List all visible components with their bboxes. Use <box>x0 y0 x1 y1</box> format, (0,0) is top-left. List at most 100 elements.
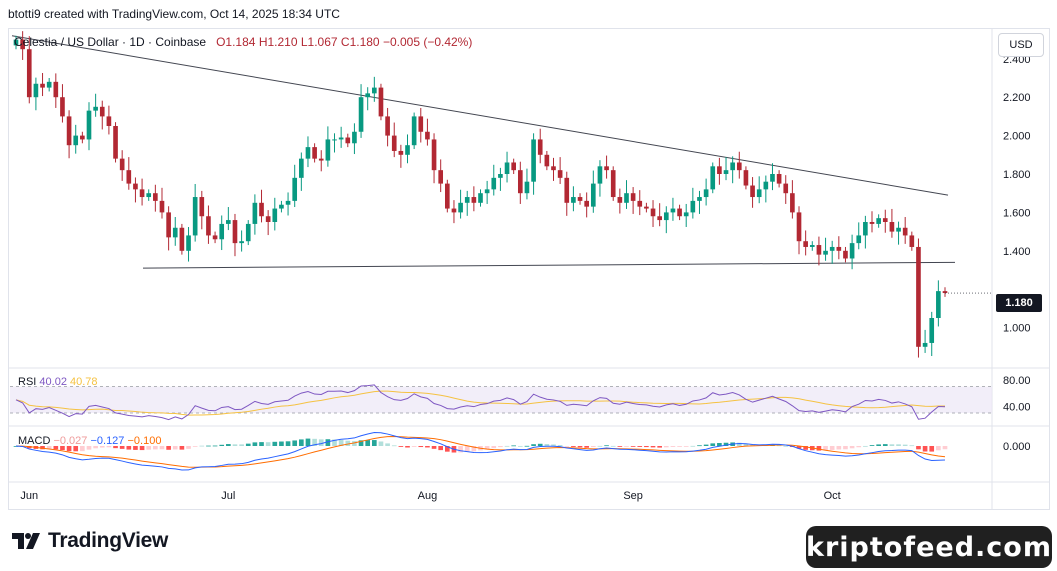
x-tick-label: Oct <box>824 490 841 502</box>
macd-tick-label: 0.000 <box>1003 441 1031 453</box>
candle <box>40 73 45 97</box>
macd-histogram-bar <box>590 446 596 448</box>
candle-body <box>40 83 45 88</box>
candle <box>365 87 371 111</box>
candle-body <box>650 208 656 217</box>
candle-body <box>916 246 921 347</box>
candle <box>723 157 729 181</box>
candle <box>537 128 543 164</box>
support-trendline <box>142 261 956 269</box>
macd-histogram-bar <box>610 445 616 447</box>
candle-body <box>571 197 576 203</box>
x-tick-label: Sep <box>623 490 643 502</box>
candle <box>829 240 835 264</box>
candle <box>93 93 98 117</box>
watermark-text: kriptofeed.com <box>806 531 1052 563</box>
candle <box>358 84 364 138</box>
candle <box>617 188 623 214</box>
candle-body <box>876 218 881 224</box>
candle <box>464 190 470 216</box>
candle <box>916 238 921 358</box>
macd-histogram-bar <box>869 445 875 446</box>
macd-histogram-bar <box>736 442 742 446</box>
candle-body <box>624 193 629 203</box>
candle <box>53 73 59 108</box>
y-tick-label: 2.000 <box>1003 131 1031 143</box>
macd-histogram-bar <box>226 444 231 446</box>
candle-body <box>763 181 769 190</box>
candle-body <box>86 110 92 140</box>
candle <box>172 217 178 246</box>
candle <box>889 208 895 238</box>
candle <box>783 175 789 204</box>
macd-histogram-bar <box>743 443 749 446</box>
currency-button[interactable]: USD <box>998 33 1044 57</box>
candle <box>756 176 762 204</box>
candle-body <box>411 116 417 146</box>
macd-histogram-bar <box>929 446 935 452</box>
x-tick-label: Jun <box>20 490 38 502</box>
candle-body <box>597 166 603 184</box>
macd-histogram-bar <box>385 443 390 446</box>
macd-histogram-bar <box>332 439 337 446</box>
macd-histogram-bar <box>272 441 278 446</box>
candle <box>511 158 517 174</box>
candle <box>683 203 689 227</box>
macd-histogram-bar <box>776 445 782 447</box>
candle <box>564 171 570 216</box>
candle-body <box>929 318 935 343</box>
macd-histogram-bar <box>232 444 238 446</box>
macd-line-value: −0.127 <box>90 435 125 447</box>
candle-body <box>378 87 384 117</box>
macd-histogram-bar <box>836 446 842 450</box>
candle-body <box>226 220 231 224</box>
candle-body <box>690 200 696 213</box>
tradingview-logo[interactable]: TradingView <box>12 529 168 553</box>
candle-body <box>551 166 556 171</box>
last-price-tag: 1.180 <box>996 294 1042 312</box>
candle <box>557 157 563 184</box>
rsi-ma-line <box>15 390 946 416</box>
candle-body <box>325 139 331 161</box>
macd-histogram-bar <box>922 446 928 452</box>
candle-body <box>133 183 138 190</box>
candle <box>139 178 145 206</box>
candle <box>332 133 337 153</box>
candle <box>192 183 198 242</box>
candle <box>431 133 437 184</box>
candle-body <box>46 81 52 88</box>
candle-body <box>531 139 536 182</box>
candle <box>126 157 132 190</box>
candle-body <box>93 106 98 111</box>
macd-histogram-bar <box>544 444 550 446</box>
x-tick-label: Aug <box>418 490 438 502</box>
macd-histogram-bar <box>66 446 72 452</box>
macd-histogram-bar <box>670 446 676 447</box>
candle <box>610 166 616 201</box>
macd-histogram-bar <box>378 441 384 446</box>
macd-histogram-bar <box>212 445 218 447</box>
candle <box>730 156 735 184</box>
resistance-trendline <box>11 35 949 196</box>
candle <box>133 177 138 203</box>
candle <box>259 189 264 223</box>
candle <box>458 189 463 219</box>
candle-body <box>444 183 450 209</box>
macd-histogram-bar <box>484 446 490 450</box>
candle-body <box>159 200 165 213</box>
macd-histogram-bar <box>133 446 138 450</box>
candle-body <box>657 216 662 221</box>
macd-histogram-bar <box>491 446 497 449</box>
macd-histogram-bar <box>942 446 948 450</box>
candle-body <box>683 212 689 217</box>
candle-body <box>272 208 278 222</box>
macd-histogram-bar <box>179 446 185 450</box>
candle-body <box>80 135 85 140</box>
candle <box>697 190 702 214</box>
macd-histogram-bar <box>146 446 152 450</box>
macd-histogram-bar <box>896 444 901 446</box>
candle <box>378 83 384 121</box>
macd-histogram-bar <box>312 438 317 446</box>
candle-body <box>717 166 722 174</box>
